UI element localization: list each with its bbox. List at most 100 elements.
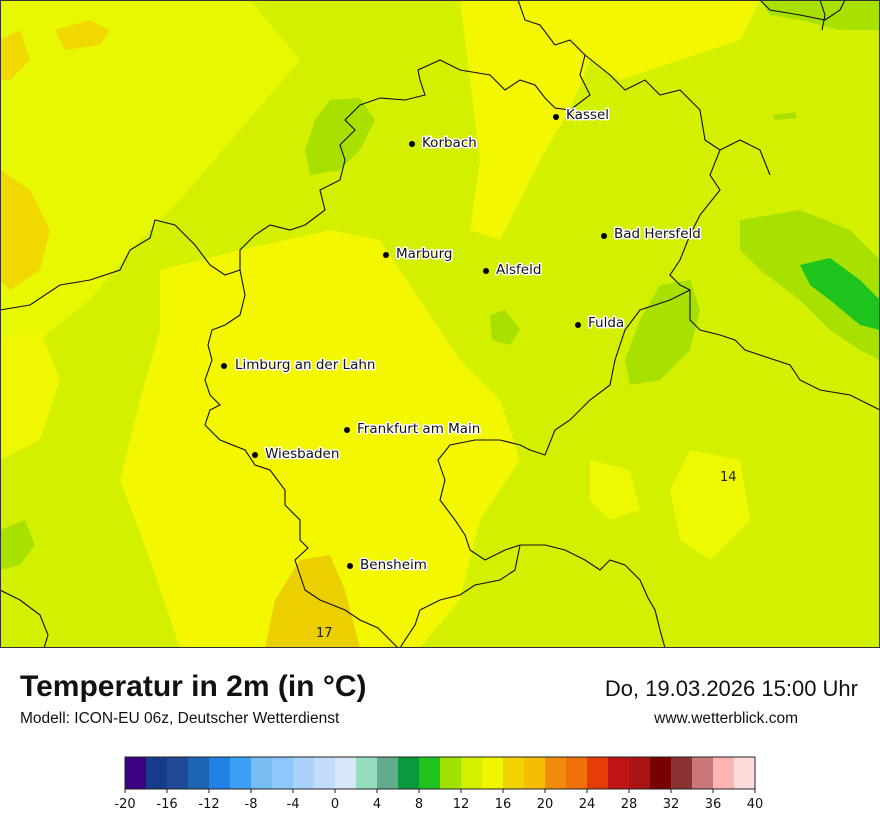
legend-tick-label: 0 — [331, 797, 339, 812]
legend-swatch — [545, 757, 567, 789]
temp-zone-west-yellow — [0, 330, 60, 460]
city-label-fulda: Fulda — [588, 315, 624, 331]
temp-zone-orange-nw2 — [0, 30, 30, 80]
legend-swatch — [377, 757, 399, 789]
city-label-alsfeld: Alsfeld — [496, 262, 541, 278]
temperature-map: Kassel Korbach Bad Hersfeld Marburg Alsf… — [0, 0, 880, 648]
legend-swatch — [461, 757, 483, 789]
temp-zone-orange-west — [0, 170, 50, 290]
model-source: Modell: ICON-EU 06z, Deutscher Wetterdie… — [20, 710, 340, 727]
temp-zone-green-ne — [760, 0, 880, 30]
legend-swatch — [482, 757, 504, 789]
city-label-wiesbaden: Wiesbaden — [265, 446, 339, 462]
city-bensheim[interactable]: Bensheim — [347, 556, 428, 575]
legend-tick-label: -16 — [156, 797, 177, 812]
city-label-kassel: Kassel — [566, 107, 609, 123]
city-markers: Kassel Korbach Bad Hersfeld Marburg Alsf… — [221, 106, 702, 575]
legend-tick-label: 28 — [621, 797, 638, 812]
legend-swatch — [671, 757, 693, 789]
temp-zone-dark-green-east — [800, 258, 880, 330]
legend-swatch — [566, 757, 588, 789]
website-link[interactable]: www.wetterblick.com — [654, 710, 798, 727]
color-legend: -20 -16 -12 -8 -4 0 4 8 12 16 20 24 28 32 36 40 — [0, 750, 880, 830]
temp-zone-green-west — [0, 520, 35, 570]
legend-tick-label: -4 — [287, 797, 300, 812]
city-wiesbaden[interactable]: Wiesbaden — [252, 445, 341, 464]
temp-zone-green-small — [772, 112, 797, 120]
legend-tick-label: -20 — [114, 797, 135, 812]
city-dot — [221, 363, 227, 369]
legend-swatch — [293, 757, 315, 789]
legend-swatch — [251, 757, 273, 789]
legend-swatch — [398, 757, 420, 789]
temp-zone-green-fulda — [625, 280, 700, 385]
city-dot — [344, 427, 350, 433]
legend-swatch — [209, 757, 231, 789]
city-korbach[interactable]: Korbach — [409, 134, 478, 153]
legend-swatch — [692, 757, 714, 789]
city-dot — [252, 452, 258, 458]
legend-swatch — [713, 757, 735, 789]
city-dot — [347, 563, 353, 569]
temp-zone-east-yellow — [670, 450, 750, 560]
legend-tick-label: 32 — [663, 797, 680, 812]
legend-swatch — [335, 757, 357, 789]
legend-swatch — [188, 757, 210, 789]
temp-zone-central-yellow — [120, 230, 520, 648]
legend-tick-label: 4 — [373, 797, 381, 812]
legend-frame — [124, 756, 756, 790]
forecast-datetime: Do, 19.03.2026 15:00 Uhr — [604, 676, 858, 701]
legend-tick-label: 24 — [579, 797, 596, 812]
legend-tick-label: 16 — [495, 797, 512, 812]
legend-tick-label: -8 — [245, 797, 258, 812]
legend-tick-label: 36 — [705, 797, 722, 812]
legend-swatch — [608, 757, 630, 789]
city-bad-hersfeld[interactable]: Bad Hersfeld — [601, 225, 702, 244]
city-label-bad-hersfeld: Bad Hersfeld — [614, 226, 701, 242]
city-kassel[interactable]: Kassel — [553, 106, 611, 125]
city-marburg[interactable]: Marburg — [383, 245, 454, 264]
legend-swatch — [146, 757, 168, 789]
legend-swatch — [356, 757, 378, 789]
legend-tick-label: 12 — [453, 797, 470, 812]
legend-swatch — [503, 757, 525, 789]
city-dot — [601, 233, 607, 239]
city-frankfurt[interactable]: Frankfurt am Main — [344, 420, 482, 439]
city-limburg[interactable]: Limburg an der Lahn — [221, 356, 377, 375]
temp-zone-green-korbach — [305, 98, 375, 175]
city-dot — [409, 141, 415, 147]
map-title: Temperatur in 2m (in °C) — [20, 670, 367, 703]
legend-ticks: -20 -16 -12 -8 -4 0 4 8 12 16 20 24 28 32 36 40 — [114, 789, 763, 812]
isoline-label-17: 17 — [316, 626, 333, 641]
temp-zone-orange-south — [265, 555, 360, 648]
legend-swatch — [314, 757, 336, 789]
legend-swatch — [230, 757, 252, 789]
temp-zone-se-yellow — [590, 460, 640, 520]
legend-tick-label: 20 — [537, 797, 554, 812]
city-dot — [553, 114, 559, 120]
temp-zone-north-yellow — [460, 0, 590, 240]
legend-swatch — [734, 757, 756, 789]
temp-zone-ne-yellow — [560, 0, 760, 80]
city-alsfeld[interactable]: Alsfeld — [483, 261, 543, 280]
legend-swatch — [125, 757, 147, 789]
border-lines — [0, 0, 880, 648]
isoline-label-14: 14 — [720, 470, 737, 485]
city-dot — [383, 252, 389, 258]
legend-swatch — [629, 757, 651, 789]
legend-swatch — [650, 757, 672, 789]
city-label-bensheim: Bensheim — [360, 557, 427, 573]
city-dot — [483, 268, 489, 274]
temp-zone-west — [0, 0, 300, 340]
city-fulda[interactable]: Fulda — [575, 314, 626, 333]
legend-swatch — [524, 757, 546, 789]
legend-swatch — [440, 757, 462, 789]
city-label-korbach: Korbach — [422, 135, 477, 151]
legend-tick-label: 8 — [415, 797, 423, 812]
city-label-frankfurt: Frankfurt am Main — [357, 421, 480, 437]
city-dot — [575, 322, 581, 328]
legend-tick-label: -12 — [198, 797, 219, 812]
temp-zone-green-alsfeld — [490, 310, 520, 345]
city-label-marburg: Marburg — [396, 246, 452, 262]
legend-swatch — [419, 757, 441, 789]
